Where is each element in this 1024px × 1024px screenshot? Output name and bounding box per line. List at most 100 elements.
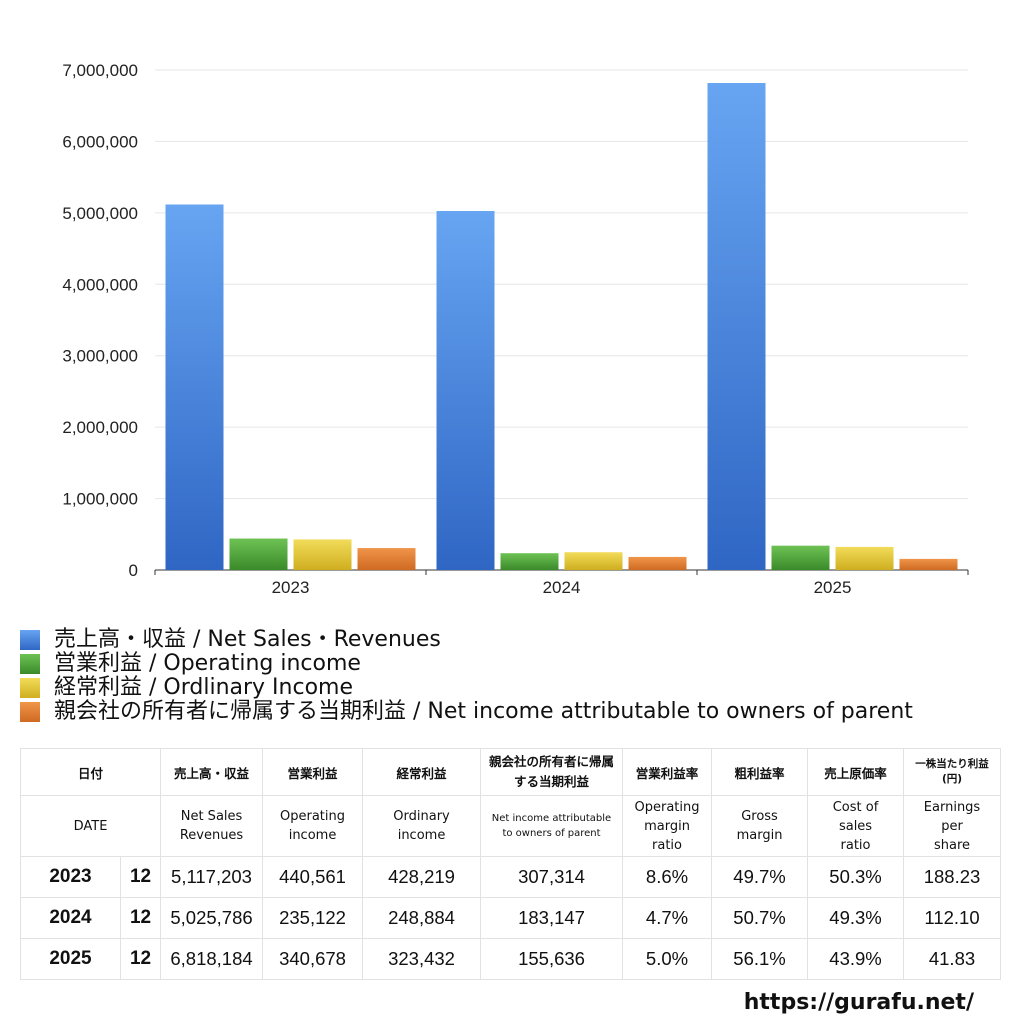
header-eps-en-text: Earnings per share [923,799,981,853]
table-row: 2023 12 5,117,203 440,561 428,219 307,31… [20,856,1002,898]
bar-2023-series-3 [357,548,416,570]
row-year: 2024 [20,897,121,939]
y-tick-label: 2,000,000 [62,418,138,437]
legend-item-net-income: 親会社の所有者に帰属する当期利益 / Net income attributab… [20,700,1010,724]
header-operating-margin-en: Operating margin ratio [622,795,713,857]
header-net-income-jp: 親会社の所有者に帰属する当期利益 [480,748,624,796]
legend-swatch [20,678,40,698]
cell-ordinary-income: 248,884 [362,897,482,939]
cell-gross-margin: 56.1% [711,938,809,980]
row-year: 2023 [20,856,121,898]
bar-2024-series-3 [628,556,687,570]
bar-chart: 0 1,000,000 2,000,000 3,000,000 4,000,000 5,0… [62,61,969,597]
bar-2024-series-1 [500,553,559,570]
header-eps-jp: 一株当たり利益(円) [903,748,1002,796]
y-tick-label: 0 [129,561,138,580]
cell-eps: 188.23 [903,856,1002,898]
header-net-sales-jp: 売上高・収益 [160,748,264,796]
cell-net-income: 307,314 [480,856,624,898]
x-tick-label: 2023 [272,578,310,597]
cell-ordinary-income: 323,432 [362,938,482,980]
site-url: https://gurafu.net/ [743,990,974,1015]
cell-cost-ratio: 43.9% [807,938,905,980]
y-tick-label: 7,000,000 [62,61,138,80]
x-tick-label: 2024 [543,578,581,597]
cell-operating-margin: 4.7% [622,897,713,939]
grid-lines [155,69,968,571]
y-axis-ticks: 0 1,000,000 2,000,000 3,000,000 4,000,000 5,0… [62,61,138,580]
row-month: 12 [119,856,162,898]
header-net-income-en-text: Net income attributable to owners of par… [491,813,612,839]
legend-swatch [20,702,40,722]
cell-gross-margin: 50.7% [711,897,809,939]
cell-eps: 112.10 [903,897,1002,939]
cell-cost-ratio: 49.3% [807,897,905,939]
table-row: 2025 12 6,818,184 340,678 323,432 155,63… [20,938,1002,980]
y-tick-label: 3,000,000 [62,347,138,366]
bar-2025-series-0 [707,82,766,571]
cell-ordinary-income: 428,219 [362,856,482,898]
cell-net-income: 155,636 [480,938,624,980]
cell-gross-margin: 49.7% [711,856,809,898]
legend-item-ordinary-income: 経常利益 / Ordlinary Income [20,676,1010,700]
y-tick-label: 5,000,000 [62,204,138,223]
header-net-sales-en: Net Sales Revenues [160,795,264,857]
header-net-income-jp-text: 親会社の所有者に帰属する当期利益 [489,754,615,789]
legend-label: 経常利益 / Ordlinary Income [54,675,353,700]
header-operating-margin-en-text: Operating margin ratio [634,799,700,853]
cell-operating-margin: 5.0% [622,938,713,980]
header-gross-margin-en: Gross margin [711,795,809,857]
header-operating-income-jp: 営業利益 [262,748,364,796]
bar-2025-series-1 [771,545,830,570]
cell-operating-income: 340,678 [262,938,364,980]
row-month: 12 [119,938,162,980]
header-operating-margin-jp: 営業利益率 [622,748,713,796]
cell-net-sales: 5,117,203 [160,856,264,898]
table-header-row-jp: 日付 売上高・収益 営業利益 経常利益 親会社の所有者に帰属する当期利益 営業利… [19,748,1002,796]
header-net-sales-en-text: Net Sales Revenues [179,809,244,843]
cell-net-income: 183,147 [480,897,624,939]
chart-legend: 売上高・収益 / Net Sales・Revenues 営業利益 / Opera… [20,628,1010,724]
header-ordinary-income-en: Ordinary income [362,795,482,857]
legend-label: 売上高・収益 / Net Sales・Revenues [54,627,441,652]
header-date-en: DATE [19,795,162,857]
bar-2023-series-0 [165,204,224,570]
header-operating-income-en-text: Operating income [280,809,346,843]
bar-2023-series-1 [229,538,288,570]
bar-2025-series-2 [835,546,894,570]
header-ordinary-income-jp: 経常利益 [362,748,482,796]
x-tick-label: 2025 [814,578,852,597]
header-gross-margin-jp: 粗利益率 [711,748,809,796]
header-cost-ratio-jp: 売上原価率 [807,748,905,796]
row-year: 2025 [20,938,121,980]
y-tick-label: 6,000,000 [62,132,138,151]
header-eps-jp-text: 一株当たり利益(円) [915,758,989,785]
bar-2025-series-3 [899,558,958,570]
legend-swatch [20,630,40,650]
legend-item-operating-income: 営業利益 / Operating income [20,652,1010,676]
legend-swatch [20,654,40,674]
header-eps-en: Earnings per share [903,795,1002,857]
header-ordinary-income-en-text: Ordinary income [393,809,450,843]
cell-operating-margin: 8.6% [622,856,713,898]
y-tick-label: 4,000,000 [62,275,138,294]
header-cost-ratio-en-text: Cost of sales ratio [832,799,879,853]
legend-label: 親会社の所有者に帰属する当期利益 / Net income attributab… [54,699,913,724]
bar-2023-series-2 [293,539,352,570]
header-operating-income-en: Operating income [262,795,364,857]
bars [165,82,958,571]
header-gross-margin-en-text: Gross margin [736,809,783,843]
x-axis-ticks: 2023 2024 2025 [154,570,969,597]
bar-2024-series-0 [436,211,495,570]
header-net-income-en: Net income attributable to owners of par… [480,795,624,857]
cell-eps: 41.83 [903,938,1002,980]
header-cost-ratio-en: Cost of sales ratio [807,795,905,857]
financial-data-table: 日付 売上高・収益 営業利益 経常利益 親会社の所有者に帰属する当期利益 営業利… [19,748,1002,980]
header-date-jp: 日付 [19,748,162,796]
bar-2024-series-2 [564,552,623,570]
cell-net-sales: 6,818,184 [160,938,264,980]
legend-item-net-sales: 売上高・収益 / Net Sales・Revenues [20,628,1010,652]
cell-cost-ratio: 50.3% [807,856,905,898]
cell-operating-income: 235,122 [262,897,364,939]
cell-operating-income: 440,561 [262,856,364,898]
